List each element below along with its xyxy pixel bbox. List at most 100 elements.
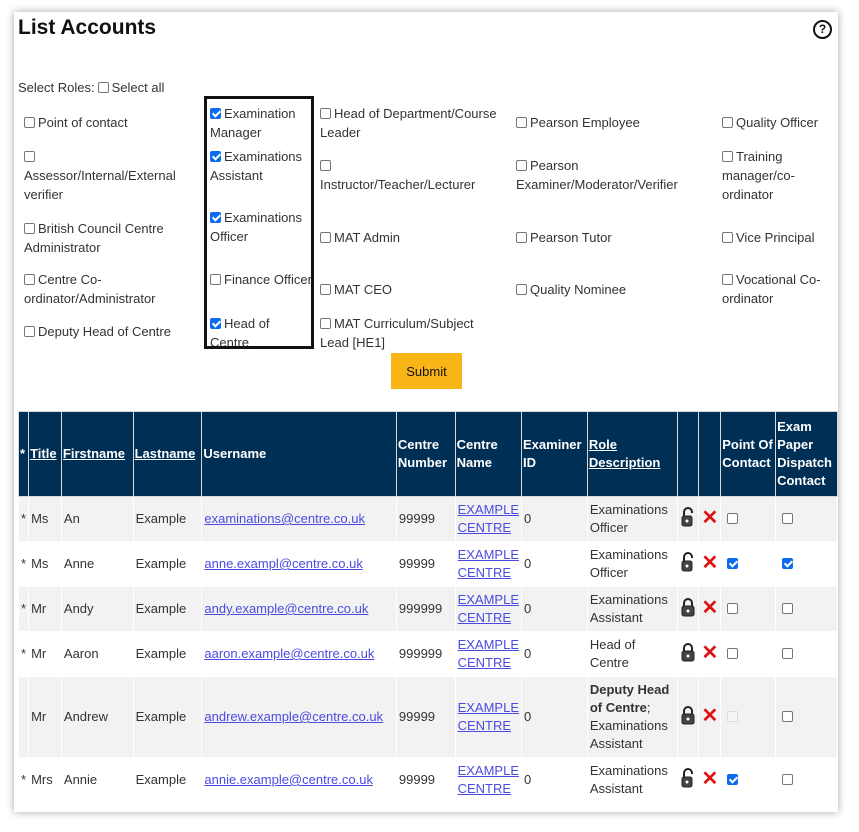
checkbox[interactable] [320, 160, 331, 171]
checkbox[interactable] [320, 284, 331, 295]
point-of-contact-checkbox[interactable] [727, 774, 739, 785]
checkbox[interactable] [516, 160, 527, 171]
checkbox[interactable] [722, 151, 733, 162]
username-link[interactable]: examinations@centre.co.uk [204, 511, 365, 526]
role-option[interactable]: Vocational Co-ordinator [722, 270, 834, 308]
checkbox[interactable] [24, 151, 35, 162]
checkbox[interactable] [320, 318, 331, 329]
checkbox[interactable] [24, 326, 35, 337]
dispatch-contact-checkbox[interactable] [782, 513, 794, 524]
delete-icon[interactable]: ✕ [701, 597, 719, 619]
role-option[interactable]: Point of contact [24, 113, 199, 132]
submit-button[interactable]: Submit [391, 353, 462, 389]
role-option[interactable]: Centre Co-ordinator/Administrator [24, 270, 199, 308]
role-option[interactable]: MAT Curriculum/Subject Lead [HE1] [320, 314, 505, 352]
centre-name-link[interactable]: EXAMPLE CENTRE [457, 700, 520, 733]
firstname-cell: Annie [60, 757, 134, 803]
checkbox[interactable] [722, 274, 733, 285]
delete-icon[interactable]: ✕ [701, 642, 719, 664]
point-of-contact-checkbox[interactable] [727, 603, 739, 614]
role-option[interactable]: Pearson Examiner/Moderator/Verifier [516, 156, 706, 194]
column-header: Exam Paper Dispatch Contact [775, 411, 838, 497]
username-link[interactable]: anne.exampl@centre.co.uk [204, 556, 363, 571]
checkbox[interactable] [722, 232, 733, 243]
checkbox[interactable] [210, 108, 221, 119]
role-option[interactable]: British Council Centre Administrator [24, 219, 199, 257]
role-option[interactable]: Examinations Officer [210, 208, 312, 246]
role-option[interactable]: Examination Manager [210, 104, 312, 142]
checkbox[interactable] [210, 318, 221, 329]
checkbox[interactable] [516, 117, 527, 128]
delete-icon[interactable]: ✕ [701, 507, 719, 529]
username-link[interactable]: andrew.example@centre.co.uk [204, 709, 384, 724]
role-option[interactable]: Vice Principal [722, 228, 834, 247]
column-header[interactable]: Title [28, 411, 62, 497]
examiner-id-cell: 0 [521, 496, 588, 542]
table-row: * Mr Aaron Example aaron.example@centre.co.u… [17, 631, 838, 677]
role-option[interactable]: MAT Admin [320, 228, 505, 247]
centre-name-link[interactable]: EXAMPLE CENTRE [457, 592, 520, 625]
role-option[interactable]: Pearson Employee [516, 113, 706, 132]
help-icon[interactable]: ? [813, 20, 832, 39]
role-option[interactable]: Training manager/co-ordinator [722, 147, 834, 204]
role-option[interactable]: Quality Nominee [516, 280, 706, 299]
role-label: Examinations Assistant [210, 149, 303, 183]
centre-name-link[interactable]: EXAMPLE CENTRE [457, 637, 520, 670]
checkbox[interactable] [320, 232, 331, 243]
role-option[interactable]: Assessor/Internal/External verifier [24, 147, 199, 204]
role-option[interactable]: Quality Officer [722, 113, 834, 132]
role-label: Examination Manager [210, 106, 296, 140]
table-row: * Mr Andy Example andy.example@centre.co.uk 9… [17, 586, 838, 632]
role-label: Instructor/Teacher/Lecturer [320, 177, 476, 192]
centre-name-link[interactable]: EXAMPLE CENTRE [457, 547, 520, 580]
delete-icon[interactable]: ✕ [701, 768, 719, 790]
role-description-cell: Examinations Assistant [586, 757, 678, 803]
checkbox[interactable] [516, 284, 527, 295]
point-of-contact-checkbox[interactable] [727, 648, 739, 659]
centre-name-link[interactable]: EXAMPLE CENTRE [457, 502, 520, 535]
checkbox[interactable] [320, 108, 331, 119]
unlock-icon[interactable] [680, 551, 696, 575]
role-option[interactable]: Pearson Tutor [516, 228, 706, 247]
lock-icon[interactable] [680, 597, 696, 620]
username-link[interactable]: annie.example@centre.co.uk [204, 772, 373, 787]
delete-icon[interactable]: ✕ [701, 552, 719, 574]
column-header[interactable]: Role Description [586, 411, 678, 497]
point-of-contact-checkbox[interactable] [727, 558, 739, 569]
checkbox[interactable] [210, 212, 221, 223]
column-header[interactable]: Lastname [132, 411, 203, 497]
dispatch-contact-checkbox[interactable] [782, 603, 794, 614]
lock-icon[interactable] [680, 642, 696, 665]
column-header: Point Of Contact [720, 411, 777, 497]
role-option[interactable]: Finance Officer [210, 270, 312, 289]
role-option[interactable]: Head of Department/Course Leader [320, 104, 505, 142]
checkbox[interactable] [97, 82, 109, 93]
checkbox[interactable] [210, 151, 221, 162]
checkbox[interactable] [722, 117, 733, 128]
dispatch-contact-checkbox[interactable] [782, 774, 794, 785]
checkbox[interactable] [210, 274, 221, 285]
checkbox[interactable] [24, 274, 35, 285]
dispatch-contact-checkbox[interactable] [782, 711, 794, 722]
centre-number-cell: 99999 [395, 541, 456, 587]
role-option[interactable]: Deputy Head of Centre [24, 322, 199, 341]
unlock-icon[interactable] [680, 506, 696, 530]
delete-cell: ✕ [698, 541, 722, 587]
checkbox[interactable] [24, 117, 35, 128]
username-link[interactable]: aaron.example@centre.co.uk [204, 646, 375, 661]
role-option[interactable]: Instructor/Teacher/Lecturer [320, 156, 505, 194]
dispatch-contact-checkbox[interactable] [782, 558, 794, 569]
checkbox[interactable] [516, 232, 527, 243]
role-option[interactable]: Examinations Assistant [210, 147, 312, 185]
delete-icon[interactable]: ✕ [701, 705, 719, 727]
lock-icon[interactable] [680, 705, 696, 728]
dispatch-contact-checkbox[interactable] [782, 648, 794, 659]
role-option[interactable]: MAT CEO [320, 280, 505, 299]
username-link[interactable]: andy.example@centre.co.uk [204, 601, 369, 616]
point-of-contact-checkbox[interactable] [727, 513, 739, 524]
checkbox[interactable] [24, 223, 35, 234]
select-all-checkbox[interactable]: Select all [97, 80, 164, 95]
column-header[interactable]: Firstname [60, 411, 134, 497]
unlock-icon[interactable] [680, 767, 696, 791]
centre-name-link[interactable]: EXAMPLE CENTRE [457, 763, 520, 796]
